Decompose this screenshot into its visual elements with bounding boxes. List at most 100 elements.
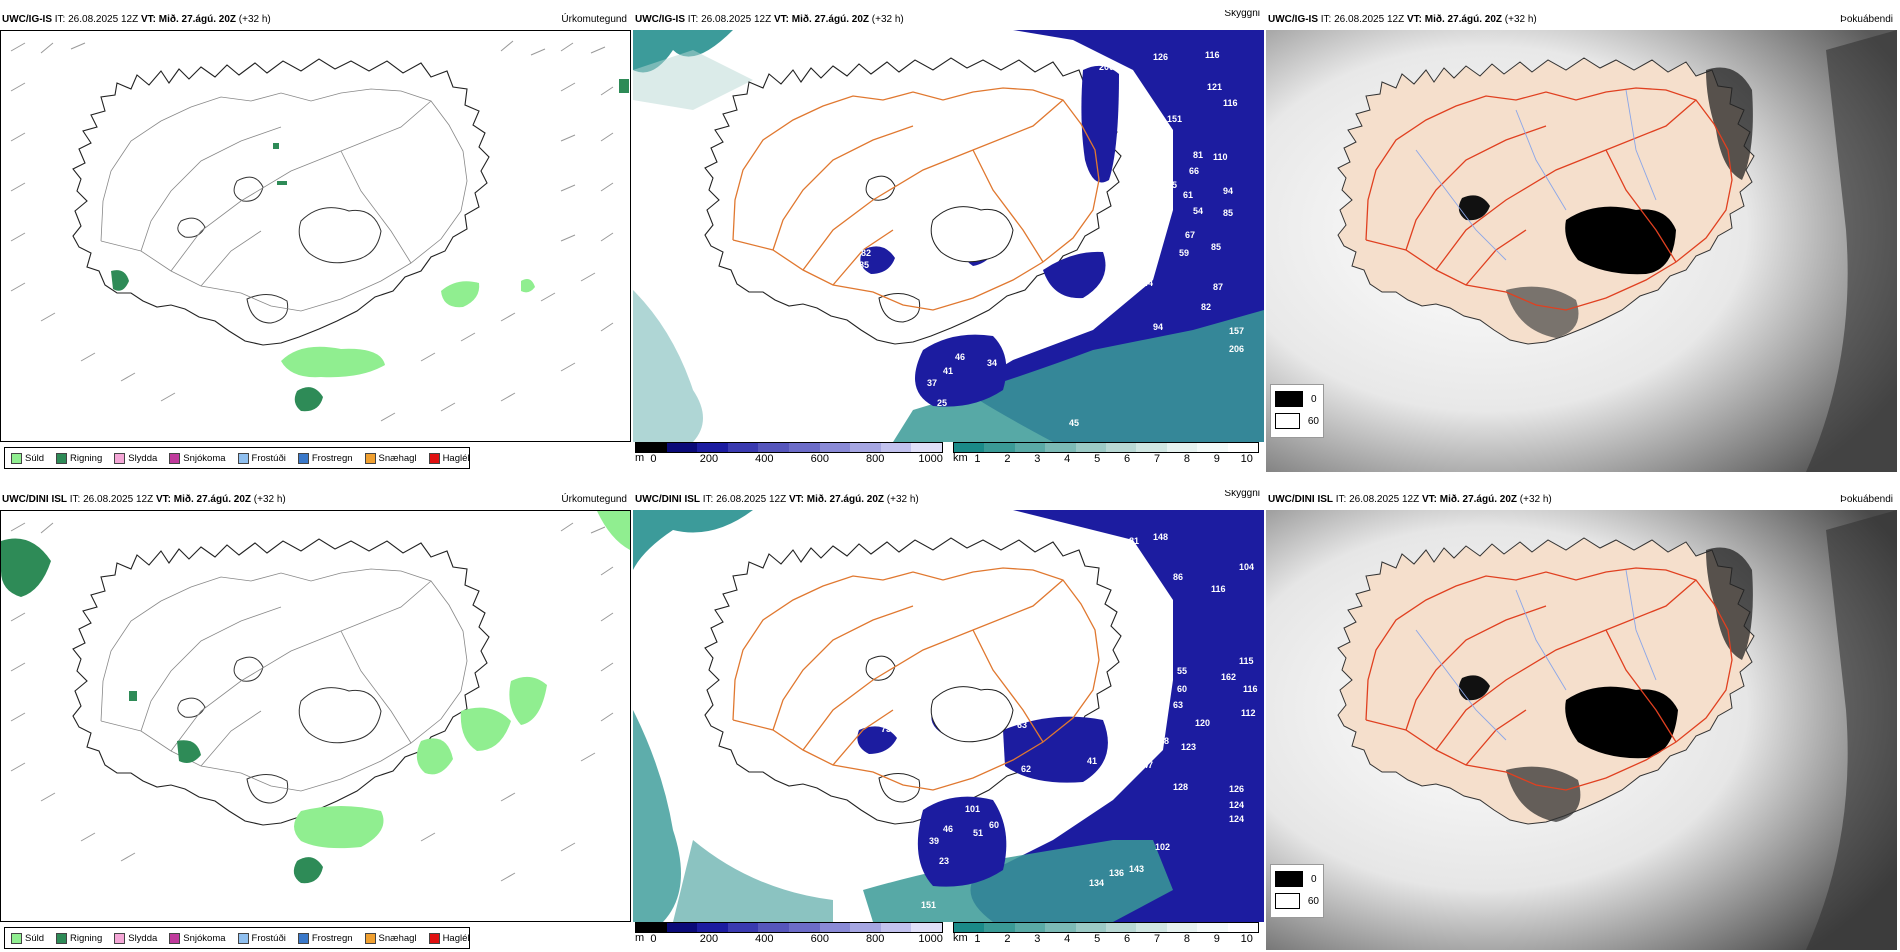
ceiling-label: 80 xyxy=(1053,218,1063,228)
colorbar-cell xyxy=(1014,923,1046,932)
legend-swatch xyxy=(428,452,440,464)
legend-swatch xyxy=(297,452,309,464)
it-label: IT: xyxy=(1320,14,1332,25)
ceiling-label: 67 xyxy=(1185,230,1195,240)
legend-label: Haglél xyxy=(442,452,470,464)
ceiling-label: 63 xyxy=(1127,552,1137,562)
fog-map xyxy=(1266,30,1897,472)
cloud-ceiling-panel-dini: UWC/DINI ISL IT: 26.08.2025 12Z VT: Mið.… xyxy=(633,490,1264,952)
colorbar-cell xyxy=(819,923,851,932)
lead-time: (+32 h) xyxy=(1504,14,1537,25)
vt-label: VT: xyxy=(773,14,789,25)
ceiling-label: 90 xyxy=(881,284,891,294)
ceiling-label: 85 xyxy=(859,260,869,270)
ceiling-label: 200 xyxy=(1099,62,1114,72)
colorbar-cell xyxy=(1106,923,1137,932)
colorbar-cell xyxy=(1136,923,1167,932)
panel-title: Úrkomutegund xyxy=(561,494,627,505)
legend-item-snaehagl: Snæhagl xyxy=(364,932,417,944)
cloud-ceiling-labels: 154 74 200 126 116 121 116 65 61 60 75 1… xyxy=(803,50,1244,428)
legend-label: Frostregn xyxy=(311,452,353,464)
ceiling-label: 63 xyxy=(1017,720,1027,730)
vt-label: VT: xyxy=(155,494,171,505)
legend-item-snaehagl: Snæhagl xyxy=(364,452,417,464)
colorbar-cell xyxy=(727,923,759,932)
model-name: UWC/DINI ISL xyxy=(635,494,700,505)
colorbar-cell xyxy=(758,443,789,452)
colorbar-cell xyxy=(984,923,1015,932)
fog-index-panel-ig: UWC/IG-IS IT: 26.08.2025 12Z VT: Mið. 27… xyxy=(1266,10,1897,472)
visibility-colorbar: 1 2 3 4 5 6 7 8 9 10 km xyxy=(953,922,1259,945)
colorbar-cell xyxy=(727,443,759,452)
colorbar-cell xyxy=(636,443,667,452)
ceiling-label: 65 xyxy=(1121,76,1131,86)
legend-swatch xyxy=(11,452,22,464)
colorbar-tick: 3 xyxy=(1034,453,1041,465)
colorbar-tick: 400 xyxy=(755,933,774,945)
legend-label: Snjókoma xyxy=(183,932,226,944)
colorbar-cell xyxy=(636,923,667,932)
precip-map xyxy=(0,510,631,922)
colorbar-cell xyxy=(1014,443,1046,452)
valid-time: Mið. 27.ágú. 20Z xyxy=(158,14,236,25)
it-label: IT: xyxy=(69,494,81,505)
precip-type-panel-ig: UWC/IG-IS IT: 26.08.2025 12Z VT: Mið. 27… xyxy=(0,10,631,472)
ceiling-label: 86 xyxy=(1121,594,1131,604)
legend-item-frostregn: Frostregn xyxy=(297,932,353,944)
fog-swatch xyxy=(1275,391,1303,407)
ceiling-label: 206 xyxy=(1229,344,1244,354)
colorbar-cell xyxy=(1075,923,1107,932)
legend-swatch xyxy=(297,932,309,944)
colorbar-tick: 400 xyxy=(755,453,774,465)
colorbar-tick: 2 xyxy=(1004,453,1011,465)
precip-legend: Súld Rigning Slydda Snjókoma Frostúði Fr… xyxy=(4,927,470,949)
colorbar-cell xyxy=(1045,443,1076,452)
colorbar-tick: 10 xyxy=(1240,453,1253,465)
colorbar-cell xyxy=(1197,443,1228,452)
init-time: 26.08.2025 12Z xyxy=(716,494,787,505)
ceiling-label: 44 xyxy=(1143,278,1153,288)
it-label: IT: xyxy=(54,14,66,25)
ceiling-label: 23 xyxy=(939,856,949,866)
legend-swatch xyxy=(364,452,376,464)
fog-legend-area: 0 60 xyxy=(1266,384,1897,472)
legend-swatch xyxy=(114,452,126,464)
colorbar-cell xyxy=(1106,443,1137,452)
ceiling-label: 143 xyxy=(1129,864,1144,874)
colorbar-tick: 7 xyxy=(1153,933,1161,945)
colorbar-tick: 9 xyxy=(1213,453,1220,465)
legend-label: Haglél xyxy=(442,932,470,944)
legend-label: Frostúði xyxy=(251,932,286,944)
ceiling-label: 45 xyxy=(1121,718,1131,728)
ceiling-label: 134 xyxy=(1089,878,1104,888)
ceiling-label: 60 xyxy=(989,820,999,830)
ceiling-label: 104 xyxy=(1239,562,1254,572)
ceiling-label: 82 xyxy=(1201,302,1211,312)
ceiling-label: 49 xyxy=(1123,270,1133,280)
lead-time: (+32 h) xyxy=(238,14,271,25)
ceiling-label: 68 xyxy=(1089,540,1099,550)
ceiling-label: 94 xyxy=(1223,186,1233,196)
model-name: UWC/IG-IS xyxy=(2,14,52,25)
ceiling-label: 66 xyxy=(1189,166,1199,176)
ceiling-label: 44 xyxy=(1131,138,1141,148)
colorbar-tick: 1 xyxy=(974,453,981,465)
legend-label: Súld xyxy=(25,932,45,944)
legend-swatch xyxy=(56,452,68,464)
ceiling-label: 41 xyxy=(943,366,953,376)
it-label: IT: xyxy=(687,14,699,25)
ceiling-label: 46 xyxy=(955,352,965,362)
colorbar-cell xyxy=(911,443,942,452)
ceiling-label: 47 xyxy=(1143,760,1153,770)
ceiling-label: 66 xyxy=(807,804,817,814)
model-name: UWC/IG-IS xyxy=(635,14,685,25)
colorbar-tick: 1000 xyxy=(918,453,943,465)
colorbar-cell xyxy=(788,923,820,932)
it-label: IT: xyxy=(1335,494,1347,505)
vt-label: VT: xyxy=(1421,494,1437,505)
precip-type-panel-dini: UWC/DINI ISL IT: 26.08.2025 12Z VT: Mið.… xyxy=(0,490,631,952)
legend-swatch xyxy=(237,452,249,464)
init-time: 26.08.2025 12Z xyxy=(68,14,139,25)
colorbar-cell xyxy=(1075,443,1107,452)
colorbar-tick: 200 xyxy=(699,453,719,465)
